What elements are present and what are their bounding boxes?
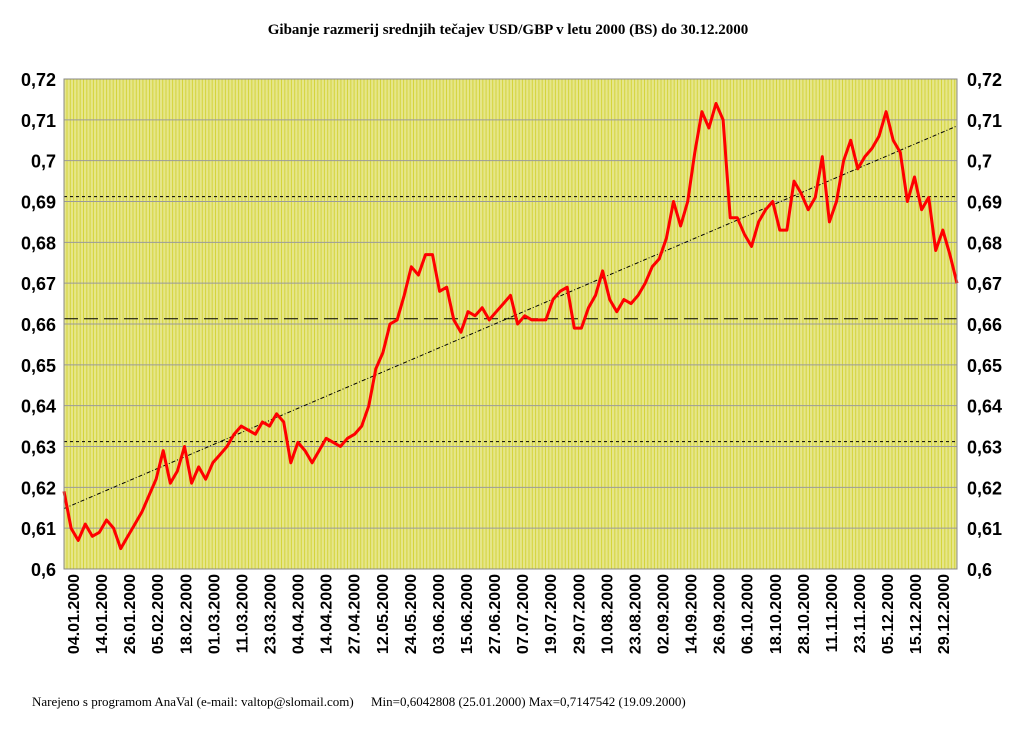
y-tick-label-right: 0,71 <box>967 111 1002 131</box>
x-tick-label: 18.10.2000 <box>768 574 785 654</box>
series-line <box>62 102 959 551</box>
x-tick-label: 02.09.2000 <box>656 574 673 654</box>
x-tick-label: 03.06.2000 <box>431 574 448 654</box>
y-tick-label-right: 0,62 <box>967 478 1002 498</box>
y-tick-label-left: 0,64 <box>21 397 56 417</box>
x-tick-label: 18.02.2000 <box>178 574 195 654</box>
y-tick-label-left: 0,66 <box>21 315 56 335</box>
x-tick-label: 26.09.2000 <box>712 574 729 654</box>
x-tick-label: 26.01.2000 <box>122 574 139 654</box>
y-tick-label-right: 0,63 <box>967 438 1002 458</box>
x-tick-label: 23.03.2000 <box>263 574 280 654</box>
x-tick-label: 04.04.2000 <box>291 574 308 654</box>
x-tick-label: 10.08.2000 <box>599 574 616 654</box>
x-tick-label: 05.12.2000 <box>880 574 897 654</box>
x-tick-label: 28.10.2000 <box>796 574 813 654</box>
y-tick-label-right: 0,68 <box>967 233 1002 253</box>
x-tick-label: 12.05.2000 <box>375 574 392 654</box>
footer-credit: Narejeno s programom AnaVal (e-mail: val… <box>32 694 354 709</box>
y-tick-label-left: 0,72 <box>21 70 56 90</box>
y-tick-label-left: 0,62 <box>21 478 56 498</box>
y-tick-label-right: 0,61 <box>967 519 1002 539</box>
x-tick-label: 15.12.2000 <box>908 574 925 654</box>
x-tick-label: 11.11.2000 <box>824 574 841 652</box>
x-tick-label: 06.10.2000 <box>740 574 757 654</box>
y-tick-label-left: 0,61 <box>21 519 56 539</box>
y-tick-label-right: 0,6 <box>967 560 992 580</box>
x-tick-label: 27.06.2000 <box>487 574 504 654</box>
y-tick-label-right: 0,69 <box>967 193 1002 213</box>
footer-minmax: Min=0,6042808 (25.01.2000) Max=0,7147542… <box>370 694 686 709</box>
y-tick-label-left: 0,65 <box>21 356 56 376</box>
y-tick-label-left: 0,6 <box>31 560 56 580</box>
x-tick-label: 05.02.2000 <box>150 574 167 654</box>
footer: Narejeno s programom AnaVal (e-mail: val… <box>32 694 700 710</box>
x-tick-label: 24.05.2000 <box>403 574 420 654</box>
plot-border <box>63 78 958 570</box>
x-tick-label: 19.07.2000 <box>543 574 560 654</box>
y-tick-label-left: 0,71 <box>21 111 56 131</box>
x-tick-label: 27.04.2000 <box>347 574 364 654</box>
y-tick-label-left: 0,7 <box>31 152 56 172</box>
y-tick-label-right: 0,67 <box>967 274 1002 294</box>
y-tick-label-right: 0,66 <box>967 315 1002 335</box>
x-tick-label: 04.01.2000 <box>66 574 83 654</box>
y-tick-label-left: 0,67 <box>21 274 56 294</box>
x-tick-label: 23.08.2000 <box>627 574 644 654</box>
y-tick-label-right: 0,72 <box>967 70 1002 90</box>
y-tick-label-right: 0,64 <box>967 397 1002 417</box>
x-tick-label: 23.11.2000 <box>852 574 869 653</box>
x-tick-label: 29.07.2000 <box>571 574 588 654</box>
y-tick-label-left: 0,69 <box>21 193 56 213</box>
y-tick-label-right: 0,65 <box>967 356 1002 376</box>
x-tick-label: 14.04.2000 <box>319 574 336 654</box>
x-tick-label: 14.09.2000 <box>684 574 701 654</box>
x-tick-label: 01.03.2000 <box>206 574 223 654</box>
chart-title: Gibanje razmerij srednjih tečajev USD/GB… <box>267 22 749 38</box>
x-tick-label: 29.12.2000 <box>936 574 953 654</box>
y-tick-label-left: 0,68 <box>21 233 56 253</box>
y-tick-label-left: 0,63 <box>21 438 56 458</box>
x-tick-label: 11.03.2000 <box>234 574 251 653</box>
x-tick-label: 14.01.2000 <box>94 574 111 654</box>
x-tick-label: 07.07.2000 <box>515 574 532 654</box>
x-tick-label: 15.06.2000 <box>459 574 476 654</box>
y-tick-label-right: 0,7 <box>967 152 992 172</box>
